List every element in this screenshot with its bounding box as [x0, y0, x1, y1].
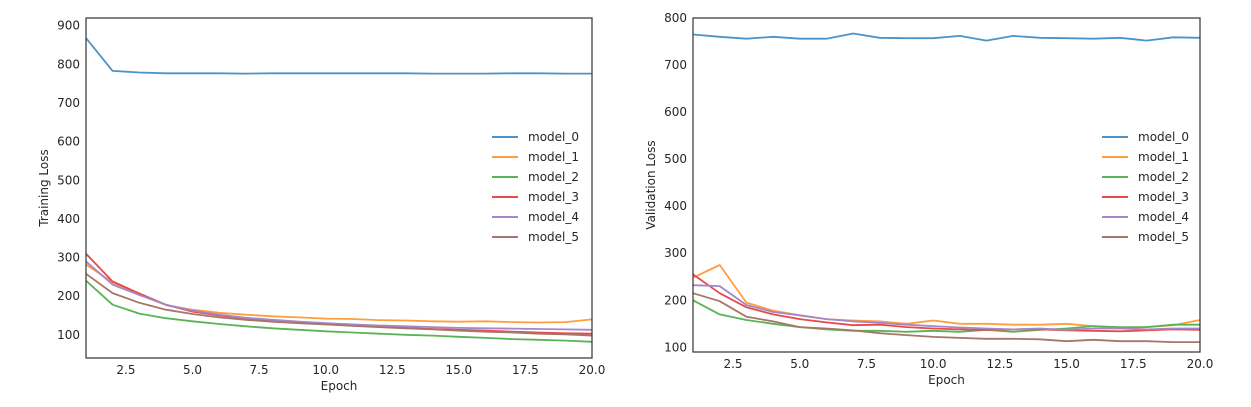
x-tick-label: 20.0	[1187, 357, 1214, 371]
y-tick-label: 300	[664, 246, 687, 260]
y-tick-label: 200	[664, 293, 687, 307]
legend-label-model-5: model_5	[528, 230, 579, 244]
plot-frame	[692, 17, 1201, 353]
legend-label-model-4: model_4	[1138, 210, 1189, 224]
x-axis-label: Epoch	[321, 379, 358, 393]
x-tick-label: 15.0	[1053, 357, 1080, 371]
x-tick-label: 5.0	[183, 363, 202, 377]
legend-label-model-0: model_0	[528, 130, 579, 144]
series-line-model-4	[85, 260, 593, 331]
x-tick-label: 15.0	[445, 363, 472, 377]
y-tick-label: 700	[664, 58, 687, 72]
training-loss-chart: 100 200 300 400 500 600 700 800 900 2.5 5.0 7.5 10.0…	[37, 17, 606, 393]
legend: model_0 model_1 model_2 model_3 model_4model…	[1102, 130, 1189, 244]
y-tick-label: 600	[57, 135, 80, 149]
y-tick-label: 400	[664, 199, 687, 213]
y-axis-label: Validation Loss	[644, 140, 658, 229]
x-tick-label: 20.0	[579, 363, 606, 377]
legend-label-model-2: model_2	[1138, 170, 1189, 184]
y-tick-label: 100	[57, 328, 80, 342]
series-line-model-1	[85, 263, 593, 324]
legend-label-model-3: model_3	[528, 190, 579, 204]
y-tick-label: 600	[664, 105, 687, 119]
y-tick-label: 400	[57, 212, 80, 226]
x-tick-label: 5.0	[790, 357, 809, 371]
legend-label-model-4: model_4	[528, 210, 579, 224]
x-tick-label: 17.5	[512, 363, 539, 377]
y-tick-label: 200	[57, 289, 80, 303]
series-line-model-0	[692, 32, 1201, 42]
validation-loss-chart: 100 200 300 400 500 600 700 800 2.5 5.0 7.5 10.0 12.…	[644, 11, 1213, 387]
y-tick-label: 500	[57, 173, 80, 187]
x-tick-label: 2.5	[723, 357, 742, 371]
x-tick-label: 12.5	[379, 363, 406, 377]
x-tick-label: 10.0	[312, 363, 339, 377]
x-tick-label: 7.5	[857, 357, 876, 371]
legend-label-model-5: model_5	[1138, 230, 1189, 244]
y-tick-label: 700	[57, 96, 80, 110]
legend-label-model-1: model_1	[528, 150, 579, 164]
y-tick-label: 300	[57, 251, 80, 265]
legend-label-model-2: model_2	[528, 170, 579, 184]
legend: model_0 model_1 model_2 model_3 model_4model…	[492, 130, 579, 244]
legend-label-model-0: model_0	[1138, 130, 1189, 144]
series-line-model-1	[692, 264, 1201, 330]
legend-label-model-1: model_1	[1138, 150, 1189, 164]
series-line-model-3	[692, 273, 1201, 333]
x-tick-label: 7.5	[250, 363, 269, 377]
y-tick-label: 800	[57, 57, 80, 71]
x-tick-label: 17.5	[1120, 357, 1147, 371]
legend-label-model-3: model_3	[1138, 190, 1189, 204]
y-axis-label: Training Loss	[37, 149, 51, 227]
series-line-model-2	[85, 280, 593, 343]
series-line-model-5	[85, 273, 593, 337]
y-tick-label: 900	[57, 19, 80, 33]
x-tick-label: 10.0	[920, 357, 947, 371]
series-line-model-0	[85, 37, 592, 75]
series-line-model-5	[692, 292, 1200, 344]
x-axis-label: Epoch	[928, 373, 965, 387]
plot-frame	[85, 17, 593, 359]
series-line-model-2	[692, 299, 1200, 333]
y-tick-label: 500	[664, 152, 687, 166]
x-tick-label: 2.5	[116, 363, 135, 377]
series-line-model-4	[692, 284, 1200, 331]
y-tick-label: 100	[664, 340, 687, 354]
y-tick-label: 800	[664, 11, 687, 25]
x-tick-label: 12.5	[987, 357, 1014, 371]
